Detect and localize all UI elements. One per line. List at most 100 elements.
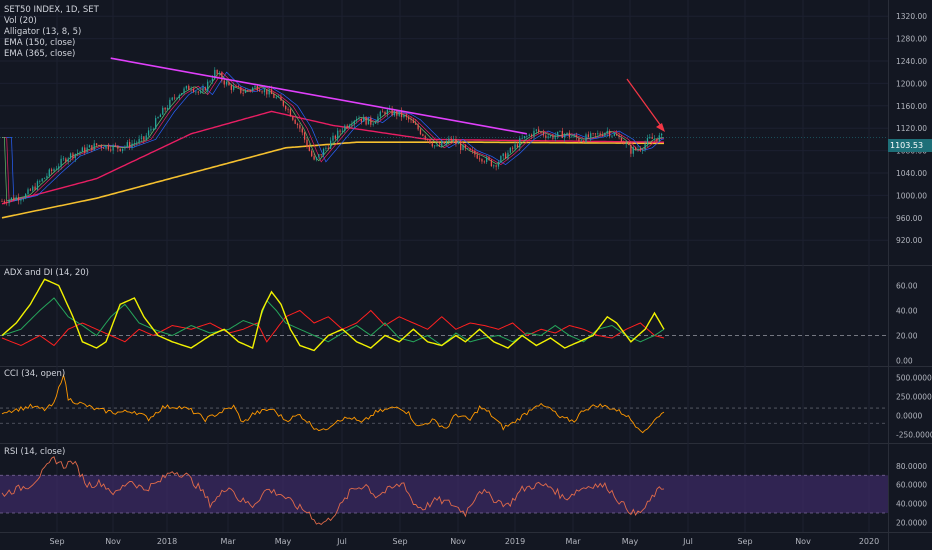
candle-body xyxy=(55,168,58,170)
candle-body xyxy=(497,161,500,167)
candle-body xyxy=(22,198,24,200)
candle-body xyxy=(299,125,301,129)
candle-body xyxy=(434,145,436,147)
cci-legend[interactable]: CCI (34, open) xyxy=(4,369,66,379)
candle-body xyxy=(43,177,46,179)
candle-body xyxy=(377,116,379,123)
candle-body xyxy=(649,136,651,139)
candle-body xyxy=(488,157,490,160)
candle-body xyxy=(77,152,79,154)
candle-body xyxy=(277,96,280,98)
y-tick-label: 250.0000 xyxy=(896,393,932,402)
candle-body xyxy=(639,149,642,151)
candle-body xyxy=(244,89,247,94)
candle-body xyxy=(573,135,575,137)
y-tick-label: 1040.00 xyxy=(896,169,927,178)
candle-body xyxy=(630,144,632,154)
arrow-line xyxy=(626,78,662,127)
candle-body xyxy=(287,109,289,111)
candle-body xyxy=(625,143,627,145)
x-tick-label: May xyxy=(622,537,639,546)
candle-body xyxy=(306,139,308,147)
candle-body xyxy=(481,159,483,162)
candle-body xyxy=(315,157,318,160)
candle-body xyxy=(1,201,3,202)
candle-body xyxy=(528,134,530,136)
candle-body xyxy=(599,133,601,135)
legend-symbol[interactable]: SET50 INDEX, 1D, SET xyxy=(4,5,99,15)
candle-body xyxy=(660,133,663,136)
candle-body xyxy=(155,118,157,129)
candle-body xyxy=(325,147,327,149)
candle-body xyxy=(566,132,568,135)
candle-body xyxy=(225,81,228,85)
candle-body xyxy=(162,107,164,115)
candle-body xyxy=(561,131,563,139)
candle-body xyxy=(152,128,154,130)
candle-body xyxy=(251,87,254,91)
candle-body xyxy=(474,150,476,155)
candle-body xyxy=(341,130,344,132)
candle-body xyxy=(199,91,202,93)
candle-body xyxy=(372,123,374,125)
candle-body xyxy=(119,148,121,152)
candle-body xyxy=(216,69,218,74)
candle-body xyxy=(530,134,533,137)
x-tick-label: Nov xyxy=(795,537,811,546)
candle-body xyxy=(169,99,171,108)
candle-body xyxy=(166,107,169,110)
candle-body xyxy=(292,116,294,120)
candle-body xyxy=(50,169,53,171)
candle-body xyxy=(62,158,65,160)
candle-body xyxy=(318,154,320,158)
candle-body xyxy=(486,157,488,162)
candle-body xyxy=(535,129,537,131)
candle-body xyxy=(235,86,237,87)
candle-body xyxy=(398,110,400,116)
adx-legend[interactable]: ADX and DI (14, 20) xyxy=(4,268,89,278)
candle-body xyxy=(495,165,497,167)
candle-body xyxy=(242,92,244,94)
rsi-legend[interactable]: RSI (14, close) xyxy=(4,447,66,457)
candle-body xyxy=(504,153,507,159)
legend-vol[interactable]: Vol (20) xyxy=(4,16,37,26)
y-tick-label: -250.0000 xyxy=(896,431,932,440)
candle-body xyxy=(259,90,261,92)
candle-body xyxy=(74,153,76,159)
legend-ema365[interactable]: EMA (365, close) xyxy=(4,49,76,59)
candle-body xyxy=(221,73,223,81)
candle-body xyxy=(616,133,618,136)
candle-body xyxy=(204,87,206,91)
legend-ema150[interactable]: EMA (150, close) xyxy=(4,38,76,48)
y-tick-label: 1240.00 xyxy=(896,57,927,66)
candle-body xyxy=(538,129,540,132)
candle-body xyxy=(391,108,393,116)
candle-body xyxy=(320,154,322,156)
candle-body xyxy=(273,94,275,98)
candle-body xyxy=(476,154,478,159)
candle-body xyxy=(620,136,623,144)
candle-body xyxy=(211,78,214,82)
legend-alligator[interactable]: Alligator (13, 8, 5) xyxy=(4,27,82,37)
y-tick-label: 60.0000 xyxy=(896,481,927,490)
candle-body xyxy=(471,150,474,151)
candle-body xyxy=(429,139,431,144)
candle-body xyxy=(103,147,105,149)
candle-body xyxy=(585,134,587,143)
di_plus-line xyxy=(1,297,665,347)
candle-body xyxy=(48,169,50,176)
candle-body xyxy=(91,145,93,151)
candle-body xyxy=(578,138,580,142)
candle-body xyxy=(237,86,240,87)
candle-body xyxy=(542,132,545,136)
candle-body xyxy=(426,138,429,140)
candle-body xyxy=(358,118,360,120)
candle-body xyxy=(143,136,145,140)
candle-body xyxy=(587,134,589,138)
candle-body xyxy=(443,141,445,144)
candle-body xyxy=(644,143,646,150)
candle-body xyxy=(521,138,523,139)
candle-body xyxy=(332,135,334,141)
candle-body xyxy=(512,147,514,149)
candle-body xyxy=(370,117,372,125)
